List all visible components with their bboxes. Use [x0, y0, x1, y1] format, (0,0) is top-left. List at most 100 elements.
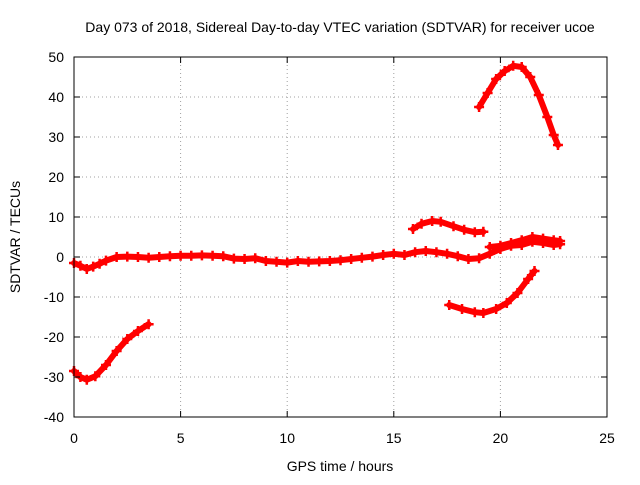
data-point	[143, 319, 154, 330]
y-tick-label: -30	[44, 369, 64, 385]
data-point	[512, 288, 523, 298]
data-point	[416, 218, 427, 229]
y-axis-label: SDTVAR / TECUs	[7, 181, 23, 293]
series-arc-second-positive	[484, 232, 566, 252]
data-point	[407, 224, 418, 234]
data-point	[207, 250, 218, 261]
data-point	[533, 90, 544, 100]
series-arc-hump-16-19	[407, 216, 489, 238]
x-tick-label: 25	[599, 430, 615, 446]
data-point	[478, 226, 489, 237]
data-point	[499, 66, 510, 76]
data-point	[542, 112, 553, 122]
data-point	[388, 248, 399, 259]
data-point	[555, 236, 566, 246]
data-point	[164, 251, 175, 262]
x-tick-label: 20	[493, 430, 509, 446]
data-point	[529, 266, 540, 276]
data-point	[292, 256, 303, 266]
series-arc-early-dip	[69, 319, 154, 385]
data-point	[525, 72, 536, 82]
data-point	[228, 253, 239, 264]
data-point	[186, 250, 197, 261]
data-point	[94, 258, 105, 269]
series-arc-near-zero	[69, 236, 566, 274]
data-point	[111, 252, 122, 262]
data-point	[378, 250, 389, 260]
data-point	[367, 251, 378, 262]
data-point	[250, 253, 261, 264]
data-point	[122, 334, 133, 344]
y-tick-label: -20	[44, 329, 64, 345]
data-point	[90, 371, 101, 382]
data-point	[495, 240, 506, 251]
y-tick-label: 0	[56, 249, 64, 265]
y-tick-label: -40	[44, 409, 64, 425]
data-point	[491, 74, 502, 84]
data-point	[420, 246, 431, 256]
data-point	[410, 247, 421, 258]
data-point	[132, 252, 143, 262]
data-point	[474, 102, 485, 112]
data-point	[75, 260, 86, 271]
label-layer: 0 5 10 15 20 25 -40 -30 -20 -10 0 10 20 30 40 50	[44, 49, 615, 446]
data-point	[100, 255, 111, 266]
data-point	[218, 251, 229, 262]
data-point	[435, 216, 446, 227]
data-point	[548, 130, 559, 140]
y-tick-label: -10	[44, 289, 64, 305]
y-tick-label: 30	[48, 129, 64, 145]
chart-title: Day 073 of 2018, Sidereal Day-to-day VTE…	[85, 19, 595, 35]
data-point	[501, 298, 512, 308]
y-tick-label: 20	[48, 169, 64, 185]
data-point	[516, 62, 527, 72]
data-point	[81, 374, 92, 385]
series-arc-afternoon-low	[444, 266, 540, 318]
data-point	[100, 360, 111, 370]
y-tick-label: 40	[48, 89, 64, 105]
data-point	[154, 252, 165, 262]
data-point	[469, 227, 480, 238]
data-point	[260, 256, 271, 266]
data-point	[491, 304, 502, 314]
tick-layer	[73, 56, 608, 418]
data-point	[527, 232, 538, 242]
data-point	[506, 238, 517, 248]
data-point	[538, 233, 549, 244]
data-point	[552, 140, 563, 150]
data-point	[132, 326, 143, 336]
data-point	[324, 256, 335, 266]
data-point	[88, 261, 99, 272]
data-point	[431, 247, 442, 258]
data-point	[459, 224, 470, 235]
data-point	[335, 255, 346, 266]
y-tick-label: 10	[48, 209, 64, 225]
x-tick-label: 0	[70, 430, 78, 446]
data-point	[484, 242, 495, 252]
y-tick-label: 50	[48, 49, 64, 65]
plot-frame	[73, 56, 608, 418]
data-point	[469, 307, 480, 318]
data-point	[346, 254, 357, 264]
data-point	[482, 88, 493, 98]
data-point	[399, 250, 410, 260]
data-point	[111, 346, 122, 356]
data-point	[448, 221, 459, 232]
data-point	[478, 308, 489, 318]
data-point	[474, 253, 485, 264]
data-point	[508, 60, 519, 71]
x-tick-label: 10	[279, 430, 295, 446]
data-point	[122, 251, 133, 262]
x-tick-label: 15	[386, 430, 402, 446]
data-point	[356, 252, 367, 263]
data-point	[444, 300, 455, 310]
data-point	[516, 235, 527, 246]
data-point	[463, 254, 474, 264]
x-axis-label: GPS time / hours	[287, 458, 394, 474]
data-point	[175, 250, 186, 261]
series-arc-peak	[474, 60, 563, 150]
data-point	[427, 216, 438, 226]
data-point	[314, 256, 325, 267]
